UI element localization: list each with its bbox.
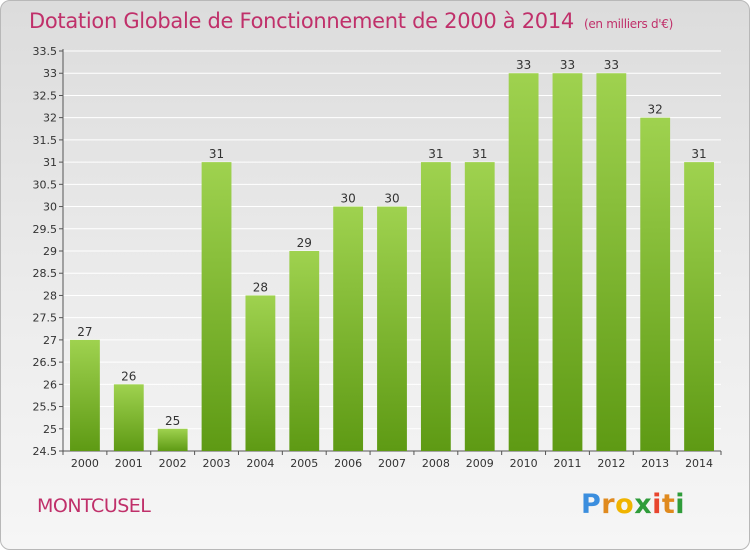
- x-tick-label: 2006: [334, 457, 362, 470]
- data-label: 33: [560, 58, 575, 72]
- bar-2003: [201, 162, 232, 451]
- bar-2007: [377, 206, 407, 451]
- bars: [70, 73, 714, 452]
- data-label: 31: [428, 147, 443, 161]
- bar-2014: [684, 162, 714, 451]
- data-label: 30: [340, 192, 355, 206]
- logo-letter: i: [675, 489, 686, 520]
- x-tick-label: 2008: [422, 457, 450, 470]
- bar-2001: [113, 384, 144, 451]
- bar-2005: [289, 251, 320, 451]
- title-unit: (en milliers d'€): [583, 17, 673, 31]
- y-tick-label: 28.5: [33, 267, 58, 280]
- y-tick-label: 30: [43, 201, 57, 214]
- x-tick-label: 2012: [597, 457, 625, 470]
- logo-letter: t: [661, 489, 676, 520]
- data-label: 25: [165, 414, 180, 428]
- y-tick-label: 33: [43, 67, 57, 80]
- y-tick-label: 27.5: [33, 312, 58, 325]
- y-tick-label: 32: [43, 112, 57, 125]
- logo-letter: P: [581, 489, 602, 520]
- labels: 24.5 25 25.5 26 26.5 27 27.5 28 28.5 29 29.5 30 30.5…: [33, 45, 714, 470]
- data-label: 32: [648, 103, 663, 117]
- logo-letter: i: [652, 489, 662, 520]
- data-label: 33: [604, 58, 619, 72]
- data-label: 33: [516, 58, 531, 72]
- x-tick-label: 2005: [290, 457, 318, 470]
- x-tick-label: 2009: [466, 457, 494, 470]
- bar-2002: [157, 428, 188, 451]
- y-tick-label: 24.5: [33, 445, 58, 458]
- logo-letter: x: [634, 489, 653, 520]
- x-tick-label: 2000: [71, 457, 99, 470]
- data-label: 26: [121, 369, 136, 383]
- x-tick-label: 2010: [510, 457, 538, 470]
- x-tick-label: 2003: [203, 457, 231, 470]
- data-label: 28: [253, 280, 268, 294]
- y-tick-label: 28: [43, 289, 57, 302]
- x-tick-label: 2007: [378, 457, 406, 470]
- data-label: 29: [297, 236, 312, 250]
- y-tick-label: 31: [43, 156, 57, 169]
- y-tick-label: 29: [43, 245, 57, 258]
- bar-2013: [640, 117, 671, 452]
- y-tick-label: 30.5: [33, 178, 58, 191]
- y-tick-label: 25.5: [33, 401, 58, 414]
- x-tick-label: 2011: [553, 457, 581, 470]
- y-tick-label: 29.5: [33, 223, 58, 236]
- x-tick-label: 2014: [685, 457, 713, 470]
- x-tick-label: 2002: [159, 457, 187, 470]
- logo-letter: o: [615, 489, 635, 520]
- data-label: 30: [384, 192, 399, 206]
- commune-name: MONTCUSEL: [37, 495, 151, 517]
- bar-2000: [70, 339, 100, 451]
- y-tick-label: 32.5: [33, 89, 58, 102]
- x-tick-label: 2001: [115, 457, 143, 470]
- proxiti-logo: Proxiti: [581, 489, 685, 520]
- data-label: 31: [691, 147, 706, 161]
- logo-letter: r: [601, 489, 616, 520]
- chart-title: Dotation Globale de Fonctionnement de 20…: [29, 9, 673, 33]
- data-label: 31: [209, 147, 224, 161]
- bar-2012: [596, 73, 627, 451]
- y-tick-label: 25: [43, 423, 57, 436]
- bar-2006: [333, 206, 364, 451]
- bar-2010: [508, 73, 539, 451]
- y-tick-label: 26.5: [33, 356, 58, 369]
- title-text: Dotation Globale de Fonctionnement de 20…: [29, 9, 574, 33]
- y-tick-label: 26: [43, 378, 57, 391]
- bar-2008: [420, 162, 451, 451]
- data-label: 27: [77, 325, 92, 339]
- y-tick-label: 31.5: [33, 134, 58, 147]
- bar-2004: [245, 295, 276, 451]
- x-tick-label: 2013: [641, 457, 669, 470]
- bar-2009: [464, 162, 495, 451]
- bar-2011: [552, 73, 583, 451]
- y-tick-label: 27: [43, 334, 57, 347]
- y-tick-label: 33.5: [33, 45, 58, 58]
- x-tick-label: 2004: [246, 457, 274, 470]
- data-label: 31: [472, 147, 487, 161]
